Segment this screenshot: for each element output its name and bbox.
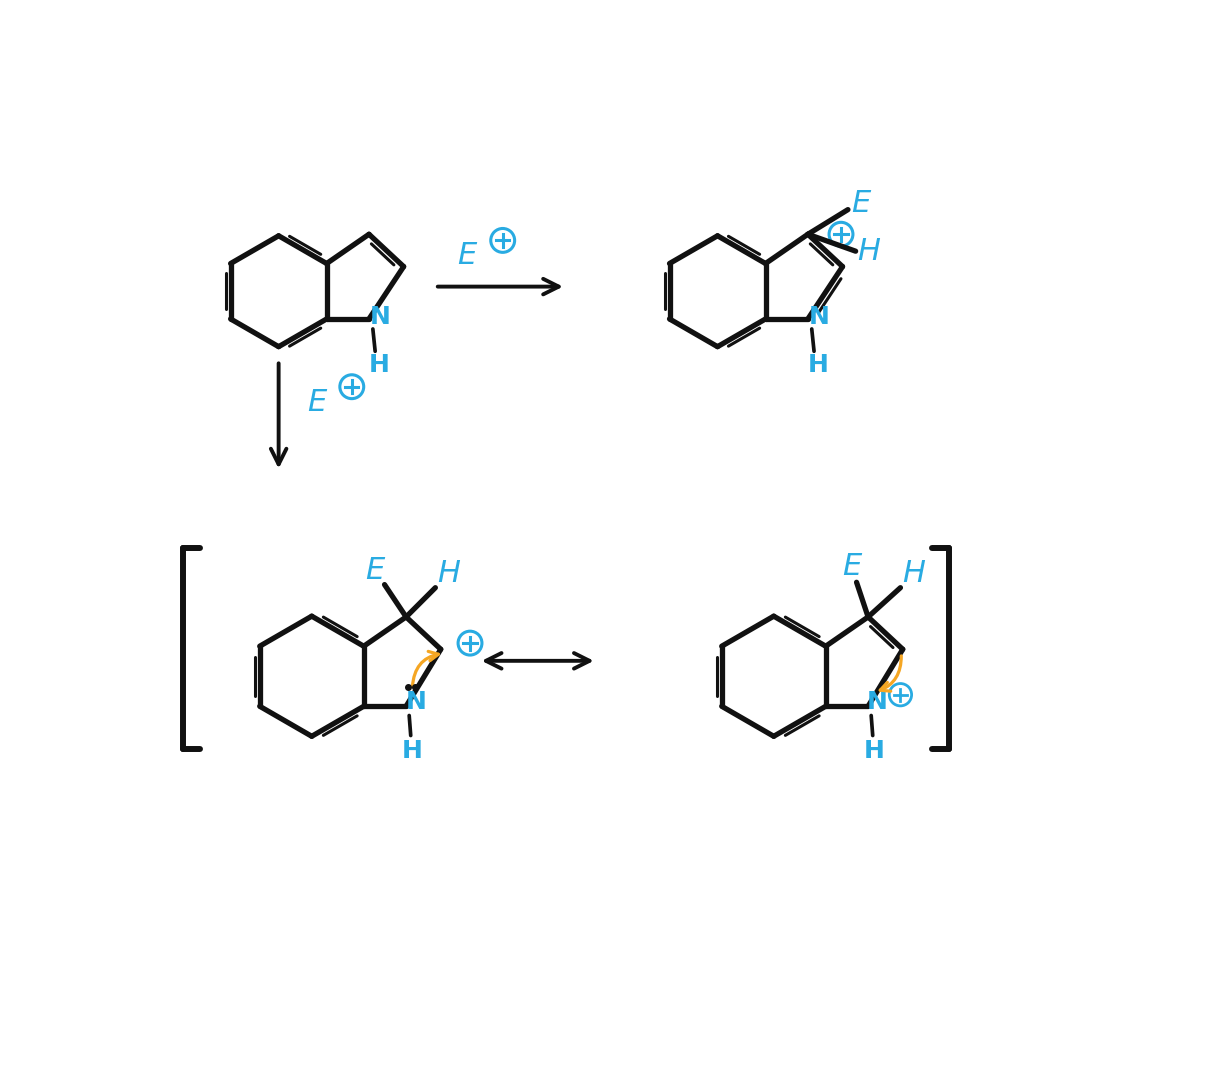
Text: H: H — [368, 353, 390, 377]
Text: H: H — [402, 739, 422, 763]
Text: $E$: $E$ — [457, 241, 479, 270]
Text: $E$: $E$ — [307, 387, 328, 416]
Text: H: H — [864, 739, 885, 763]
Text: $E$: $E$ — [842, 553, 863, 582]
Text: N: N — [371, 306, 391, 329]
Text: $H$: $H$ — [903, 559, 926, 588]
Text: N: N — [867, 690, 888, 715]
Text: $E$: $E$ — [365, 556, 386, 585]
Text: $H$: $H$ — [857, 237, 881, 266]
Text: H: H — [807, 353, 828, 377]
Text: N: N — [809, 306, 830, 329]
Text: N: N — [406, 690, 426, 715]
Text: $E$: $E$ — [851, 189, 873, 218]
Text: $H$: $H$ — [437, 559, 461, 588]
